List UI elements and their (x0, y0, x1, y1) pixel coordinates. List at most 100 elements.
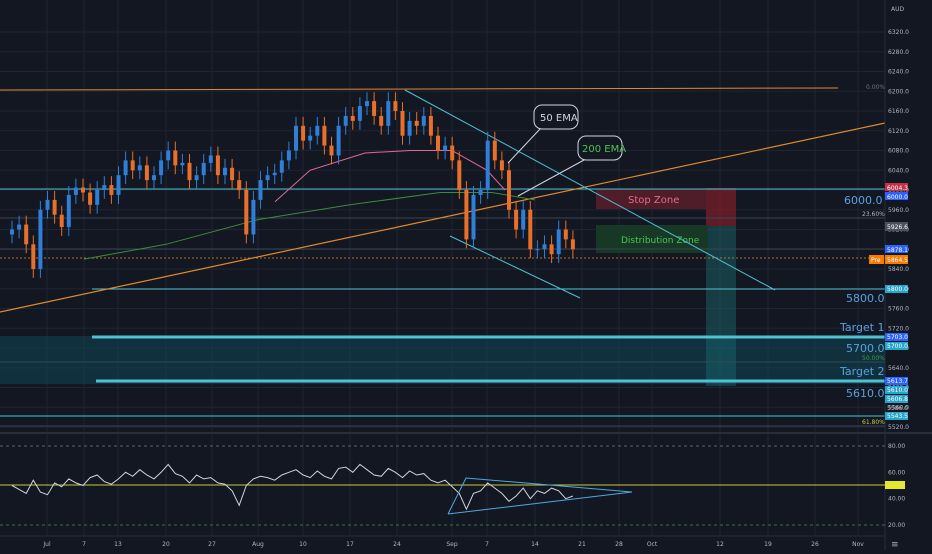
candle-body[interactable] (414, 120, 419, 126)
candle-body[interactable] (95, 190, 100, 205)
stop-zone[interactable] (596, 189, 708, 209)
candle-body[interactable] (308, 135, 313, 141)
candle-body[interactable] (485, 140, 490, 190)
candle-body[interactable] (372, 101, 377, 116)
candle-body[interactable] (322, 125, 327, 146)
candle-body[interactable] (286, 150, 291, 161)
top-resistance-line[interactable] (0, 87, 839, 91)
candle-body[interactable] (102, 185, 107, 190)
candle-body[interactable] (542, 244, 547, 250)
candle-body[interactable] (180, 162, 185, 166)
candle-body[interactable] (450, 145, 455, 161)
candle-body[interactable] (556, 229, 561, 255)
candle-body[interactable] (421, 115, 426, 126)
channel-upper-line[interactable] (404, 89, 776, 291)
candle-body[interactable] (109, 185, 114, 195)
candle-body[interactable] (88, 192, 93, 205)
candle-body[interactable] (436, 135, 440, 151)
rising-trendline[interactable] (0, 122, 886, 313)
candle-body[interactable] (428, 115, 433, 136)
candle-body[interactable] (10, 229, 14, 235)
candle-body[interactable] (357, 106, 362, 121)
fib-50-label: 50.00% (862, 355, 885, 362)
channel-lower-line[interactable] (449, 235, 581, 299)
candle-body[interactable] (272, 172, 277, 176)
candle-body[interactable] (464, 190, 469, 240)
candle-body[interactable] (81, 187, 85, 193)
candle-body[interactable] (457, 160, 462, 190)
ema50-callout-pointer (507, 128, 541, 164)
candle-body[interactable] (215, 155, 220, 176)
candle-body[interactable] (130, 160, 135, 171)
candle-body[interactable] (230, 167, 235, 181)
candle-body[interactable] (563, 229, 568, 240)
candle-body[interactable] (393, 101, 398, 111)
price-tick-label: 5560.0 (888, 404, 909, 411)
time-tick-label: 7 (82, 541, 86, 548)
candle-body[interactable] (329, 145, 334, 156)
candlestick-series[interactable] (10, 92, 575, 278)
candle-body[interactable] (443, 145, 448, 151)
tag-5606: 5606.8 (887, 396, 908, 403)
candle-body[interactable] (144, 165, 149, 181)
candle-body[interactable] (400, 111, 405, 136)
candle-body[interactable] (223, 167, 227, 176)
candle-body[interactable] (208, 155, 213, 163)
candle-body[interactable] (514, 209, 519, 230)
candle-body[interactable] (244, 190, 249, 235)
candle-body[interactable] (365, 101, 369, 107)
candle-body[interactable] (570, 239, 575, 250)
candle-body[interactable] (173, 150, 178, 166)
candle-body[interactable] (251, 199, 256, 235)
candle-body[interactable] (59, 214, 64, 228)
candle-body[interactable] (386, 101, 391, 126)
candle-body[interactable] (265, 175, 270, 181)
time-axis[interactable]: Jul 7 13 20 27 Aug 10 17 24 Sep 7 14 21 28 Oct 12 19 26 No… (42, 541, 864, 548)
candle-body[interactable] (45, 199, 50, 210)
candle-body[interactable] (301, 125, 306, 141)
candle-body[interactable] (73, 187, 78, 195)
menu-icon[interactable]: ≡ (891, 540, 899, 550)
candle-body[interactable] (336, 125, 341, 156)
rsi-triangle[interactable] (447, 477, 633, 515)
candle-body[interactable] (116, 175, 121, 195)
candle-body[interactable] (38, 209, 43, 269)
candle-body[interactable] (24, 224, 29, 245)
candle-body[interactable] (315, 125, 320, 136)
candle-body[interactable] (478, 190, 483, 195)
candle-body[interactable] (66, 194, 71, 228)
candle-body[interactable] (492, 140, 497, 161)
candle-body[interactable] (350, 115, 355, 121)
candle-body[interactable] (471, 194, 476, 240)
candle-body[interactable] (137, 165, 142, 171)
candle-body[interactable] (279, 160, 284, 173)
candle-body[interactable] (17, 224, 22, 230)
candle-body[interactable] (201, 162, 206, 176)
candle-body[interactable] (521, 209, 526, 230)
candle-body[interactable] (294, 125, 298, 151)
target1-label: Target 1 (839, 321, 885, 334)
candle-body[interactable] (535, 249, 540, 251)
distribution-zone[interactable] (596, 225, 708, 253)
candle-body[interactable] (152, 175, 156, 181)
candle-body[interactable] (187, 162, 192, 181)
candle-body[interactable] (159, 160, 164, 176)
candle-body[interactable] (194, 175, 199, 181)
candle-body[interactable] (237, 180, 242, 190)
candle-body[interactable] (407, 120, 412, 136)
candle-body[interactable] (258, 180, 263, 200)
candle-body[interactable] (549, 244, 554, 255)
tag-5613: 5613.7 (887, 378, 908, 385)
candle-body[interactable] (52, 199, 57, 215)
candle-body[interactable] (528, 209, 533, 250)
candle-body[interactable] (123, 160, 128, 176)
candle-body[interactable] (343, 115, 348, 126)
candle-body[interactable] (31, 244, 36, 269)
candle-body[interactable] (379, 115, 384, 126)
candle-body[interactable] (499, 160, 504, 171)
candle-body[interactable] (507, 170, 511, 210)
candle-body[interactable] (166, 150, 171, 161)
